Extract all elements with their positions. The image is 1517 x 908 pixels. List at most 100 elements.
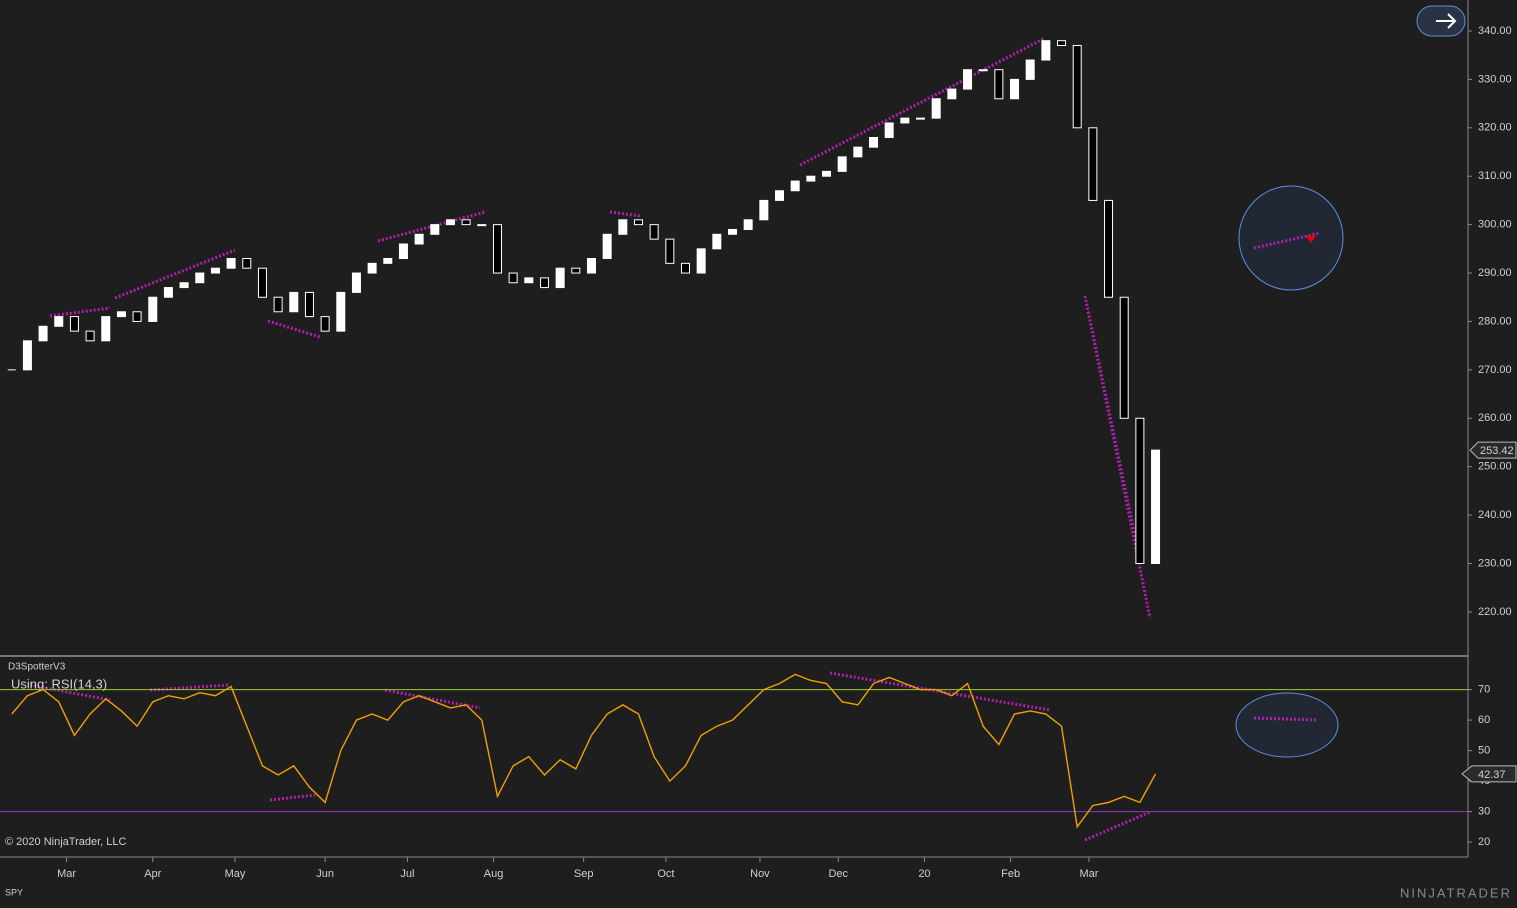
candle xyxy=(336,291,346,332)
candle xyxy=(728,228,737,235)
indicator-title: D3SpotterV3 xyxy=(8,662,66,673)
candle xyxy=(665,238,675,264)
candle xyxy=(571,267,581,274)
candle xyxy=(759,199,769,221)
rsi-legend-circle xyxy=(1235,692,1339,758)
candle xyxy=(1010,78,1020,100)
candle xyxy=(555,267,565,289)
candle xyxy=(273,296,283,313)
x-tick-label: Jul xyxy=(400,868,414,880)
y-tick-label: 320.00 xyxy=(1478,122,1512,134)
candle xyxy=(289,291,299,313)
y-tick-label: 300.00 xyxy=(1478,219,1512,231)
candle xyxy=(602,233,612,260)
candle xyxy=(931,98,941,119)
candle xyxy=(649,224,659,240)
candle xyxy=(1041,40,1051,61)
rsi-divergence xyxy=(29,671,1151,842)
candle xyxy=(806,175,816,182)
y-tick-label: 270.00 xyxy=(1478,364,1512,376)
y-tick-label: 280.00 xyxy=(1478,315,1512,327)
y-tick-label: 70 xyxy=(1478,684,1490,696)
candle xyxy=(85,330,95,342)
candle xyxy=(445,219,455,226)
candle xyxy=(869,136,879,148)
candle xyxy=(195,272,205,284)
candle xyxy=(680,262,690,274)
candle xyxy=(1057,40,1067,47)
candle xyxy=(978,69,988,72)
last-value-label: 42.37 xyxy=(1478,769,1506,781)
candle xyxy=(1119,296,1129,419)
candle xyxy=(618,219,628,235)
last-price-label: 253.42 xyxy=(1480,445,1514,457)
candle xyxy=(54,316,64,327)
divergence-drawings xyxy=(29,36,1152,842)
symbol: SPY xyxy=(5,887,23,897)
candle xyxy=(383,258,393,264)
candle xyxy=(461,219,471,226)
candle xyxy=(790,180,800,192)
candle xyxy=(69,316,79,332)
x-tick-label: May xyxy=(225,868,246,880)
candle xyxy=(822,170,832,177)
y-tick-label: 310.00 xyxy=(1478,170,1512,182)
candle xyxy=(586,258,596,274)
y-tick-label: 330.00 xyxy=(1478,73,1512,85)
candle xyxy=(367,262,377,274)
candle xyxy=(524,277,534,284)
candle xyxy=(210,267,220,274)
brand: NINJATRADER xyxy=(1400,885,1512,900)
candle xyxy=(492,224,502,274)
candle xyxy=(132,311,142,322)
x-tick-label: 20 xyxy=(918,868,930,880)
candle xyxy=(1072,45,1082,129)
x-tick-label: Dec xyxy=(828,868,848,880)
candle xyxy=(351,272,361,293)
y-tick-label: 220.00 xyxy=(1478,606,1512,618)
candle xyxy=(148,296,158,322)
x-tick-label: Nov xyxy=(750,868,770,880)
candle xyxy=(38,325,48,342)
candle xyxy=(963,69,973,90)
y-tick-label: 290.00 xyxy=(1478,267,1512,279)
x-tick-label: Apr xyxy=(144,868,161,880)
x-tick-label: Mar xyxy=(57,868,76,880)
candle xyxy=(477,224,487,227)
candle xyxy=(900,117,910,124)
candle xyxy=(916,117,926,120)
candle xyxy=(633,219,643,226)
candle xyxy=(304,291,314,318)
x-tick-label: Mar xyxy=(1079,868,1098,880)
y-tick-label: 230.00 xyxy=(1478,557,1512,569)
y-tick-label: 240.00 xyxy=(1478,509,1512,521)
candle xyxy=(320,316,330,332)
candle xyxy=(1135,417,1145,565)
candle xyxy=(242,258,252,269)
y-tick-label: 20 xyxy=(1478,836,1490,848)
x-tick-label: Oct xyxy=(657,868,674,880)
candle xyxy=(398,243,408,260)
y-tick-label: 250.00 xyxy=(1478,461,1512,473)
candle xyxy=(994,69,1004,100)
candle xyxy=(101,316,111,342)
rsi-line xyxy=(11,673,1157,829)
candle xyxy=(414,233,424,245)
candle xyxy=(884,122,894,138)
x-tick-label: Sep xyxy=(574,868,594,880)
price-legend-circle xyxy=(1238,185,1344,291)
candle xyxy=(22,340,32,371)
candle xyxy=(430,224,440,235)
candle xyxy=(696,248,706,274)
candle xyxy=(1151,449,1161,565)
candle xyxy=(163,287,173,298)
x-tick-label: Aug xyxy=(484,868,504,880)
last-price-box xyxy=(1469,441,1517,459)
candle xyxy=(1104,199,1114,298)
candle xyxy=(508,272,518,284)
y-tick-label: 260.00 xyxy=(1478,412,1512,424)
candle xyxy=(775,190,785,201)
candle xyxy=(1088,127,1098,201)
